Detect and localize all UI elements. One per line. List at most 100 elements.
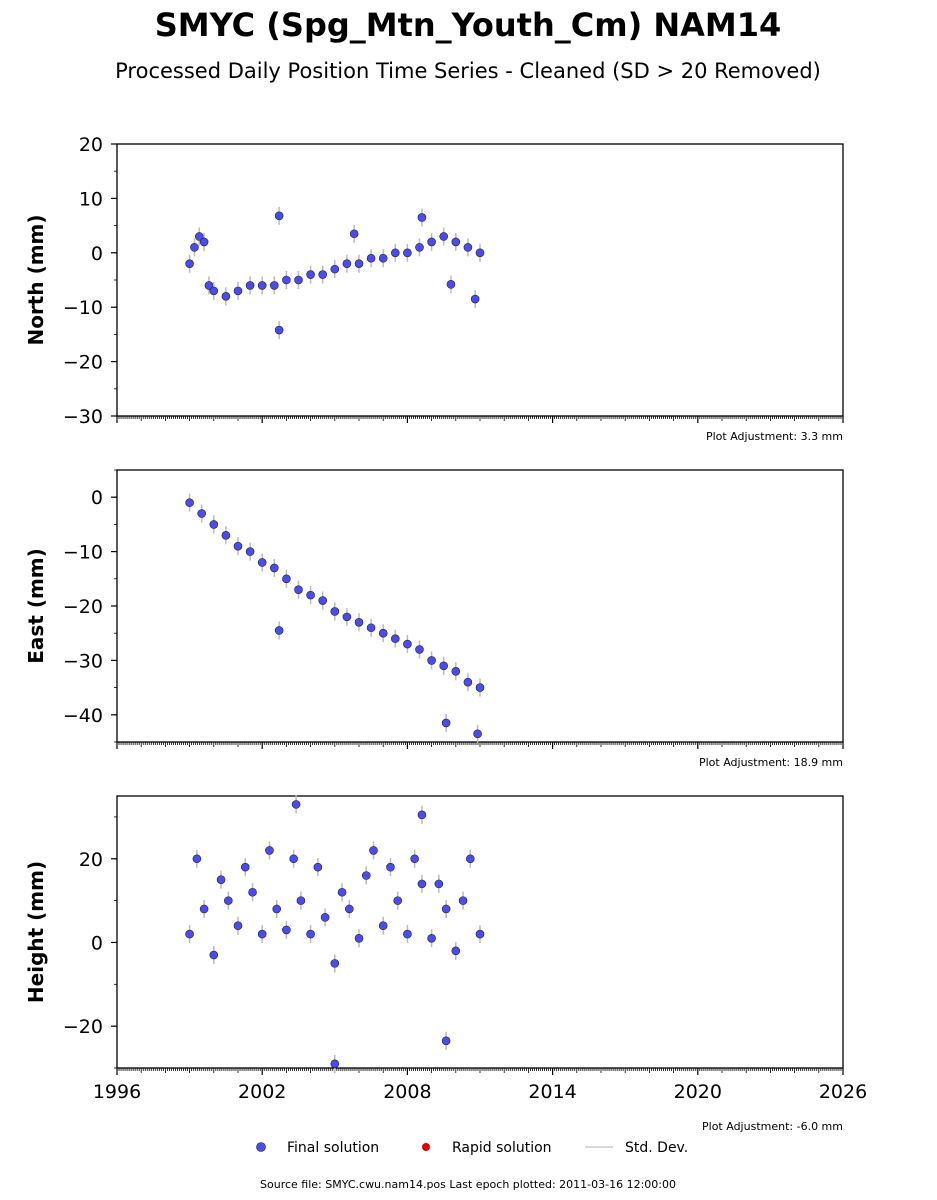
data-point	[289, 854, 298, 864]
plot-frame	[116, 143, 844, 417]
data-point	[330, 1059, 340, 1069]
data-point	[427, 933, 436, 943]
data-point	[257, 281, 267, 290]
y-tick-label: 0	[91, 932, 103, 954]
data-point	[403, 248, 412, 258]
data-point	[475, 929, 485, 939]
data-point	[446, 280, 456, 289]
data-point	[378, 628, 388, 638]
data-point	[342, 612, 352, 622]
data-point	[369, 846, 378, 855]
data-point	[233, 286, 243, 296]
data-point	[269, 281, 279, 290]
data-point	[282, 925, 291, 935]
legend-rapid-label: Rapid solution	[452, 1140, 552, 1156]
legend: Final solution Rapid solution Std. Dev.	[256, 1140, 688, 1156]
data-point	[233, 541, 243, 551]
data-point	[190, 243, 199, 252]
data-point	[466, 854, 475, 864]
y-tick-label: −20	[63, 1016, 103, 1038]
x-tick-label: 2020	[674, 1081, 722, 1103]
data-point	[441, 904, 451, 914]
data-point	[306, 270, 315, 279]
y-tick-label: −10	[63, 297, 103, 319]
data-point	[427, 656, 436, 665]
data-point	[439, 661, 449, 671]
data-point	[345, 904, 354, 914]
data-point	[221, 292, 231, 301]
data-point	[349, 229, 359, 239]
data-point	[296, 896, 306, 905]
data-point	[199, 904, 209, 914]
data-point	[415, 645, 424, 654]
data-point	[209, 520, 219, 529]
data-point	[417, 879, 427, 889]
y-tick-label: −20	[63, 352, 103, 374]
y-tick-label: 10	[79, 188, 103, 210]
data-point	[403, 639, 412, 649]
data-point	[233, 921, 243, 931]
data-point	[458, 896, 468, 905]
data-point	[199, 237, 209, 247]
data-point	[272, 904, 282, 914]
y-tick-label: 0	[91, 487, 103, 509]
data-point	[245, 547, 255, 556]
data-point	[366, 623, 376, 633]
data-point	[197, 509, 206, 518]
data-point	[434, 879, 444, 889]
x-tick-label: 2002	[238, 1081, 286, 1103]
y-tick-label: −30	[63, 650, 103, 672]
legend-std-label: Std. Dev.	[625, 1140, 688, 1156]
data-point	[245, 281, 255, 290]
data-point	[475, 248, 485, 258]
y-tick-label: 20	[79, 849, 103, 871]
north-panel: North (mm) Plot Adjustment: 3.3 mm 20 10 0…	[24, 134, 844, 443]
x-tick-label: 2026	[819, 1081, 867, 1103]
data-point	[441, 1036, 451, 1046]
y-tick-label: 20	[79, 134, 103, 156]
data-point	[265, 846, 274, 855]
data-point	[337, 887, 347, 897]
data-point	[194, 232, 204, 241]
data-point	[209, 286, 219, 296]
plot-frame	[116, 469, 844, 743]
data-point	[463, 677, 473, 687]
data-point	[366, 253, 376, 263]
data-point	[216, 875, 226, 884]
data-point	[306, 590, 315, 600]
data-point	[378, 253, 388, 263]
data-point	[320, 913, 330, 922]
data-point	[473, 729, 482, 739]
data-point	[361, 871, 371, 880]
data-point	[417, 810, 427, 820]
data-point	[330, 607, 340, 616]
data-point	[451, 237, 461, 247]
data-point	[427, 237, 436, 247]
data-point	[318, 596, 328, 605]
data-point	[330, 264, 340, 274]
data-point	[291, 800, 301, 809]
y-tick-label: 0	[91, 243, 103, 265]
data-point	[294, 585, 303, 594]
x-tick-label: 1996	[93, 1081, 141, 1103]
data-point	[403, 929, 412, 939]
data-point	[248, 887, 257, 897]
y-tick-label: −40	[63, 705, 103, 727]
data-point	[274, 626, 284, 635]
height-panel: Height (mm) Plot Adjustment: -6.0 mm 200…	[24, 795, 867, 1133]
data-point	[390, 634, 400, 643]
data-point	[441, 718, 451, 728]
data-point	[451, 946, 461, 956]
data-point	[318, 270, 328, 279]
data-point	[475, 683, 485, 692]
east-plot-adjustment: Plot Adjustment: 18.9 mm	[699, 756, 843, 769]
data-point	[274, 211, 284, 221]
data-point	[224, 896, 233, 905]
data-point	[185, 259, 194, 268]
data-point	[439, 232, 449, 241]
data-point	[463, 243, 473, 252]
x-tick-label: 2014	[528, 1081, 576, 1103]
data-point	[204, 281, 214, 290]
data-point	[306, 929, 315, 939]
